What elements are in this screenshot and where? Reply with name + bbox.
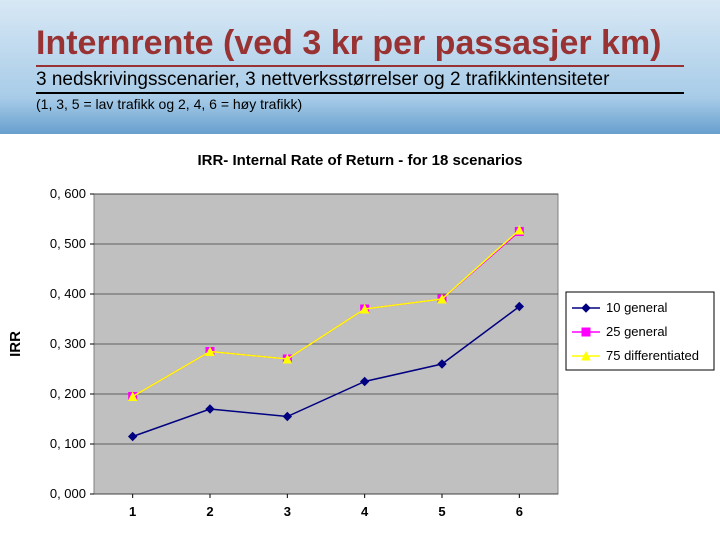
svg-text:10 general: 10 general (606, 300, 668, 315)
slide: Internrente (ved 3 kr per passasjer km) … (0, 0, 720, 540)
svg-text:5: 5 (438, 504, 445, 519)
svg-text:2: 2 (206, 504, 213, 519)
svg-text:0, 000: 0, 000 (50, 486, 86, 501)
svg-text:IRR: IRR (7, 331, 24, 357)
subnote: (1, 3, 5 = lav trafikk og 2, 4, 6 = høy … (36, 96, 684, 112)
svg-text:0, 500: 0, 500 (50, 236, 86, 251)
svg-text:0, 100: 0, 100 (50, 436, 86, 451)
page-title: Internrente (ved 3 kr per passasjer km) (36, 24, 684, 67)
svg-text:0, 300: 0, 300 (50, 336, 86, 351)
svg-text:1: 1 (129, 504, 136, 519)
svg-text:3: 3 (284, 504, 291, 519)
svg-text:4: 4 (361, 504, 369, 519)
svg-text:0, 400: 0, 400 (50, 286, 86, 301)
svg-text:25 general: 25 general (606, 324, 668, 339)
svg-text:0, 200: 0, 200 (50, 386, 86, 401)
svg-text:6: 6 (516, 504, 523, 519)
chart-container: IRR- Internal Rate of Return - for 18 sc… (0, 134, 720, 540)
irr-line-chart: 0, 000 0, 100 0, 200 0, 300 0, 400 0, 500 0, 6… (0, 134, 720, 540)
svg-text:75 differentiated: 75 differentiated (606, 348, 699, 363)
subtitle: 3 nedskrivingsscenarier, 3 nettverksstør… (36, 69, 684, 94)
svg-text:0, 600: 0, 600 (50, 186, 86, 201)
